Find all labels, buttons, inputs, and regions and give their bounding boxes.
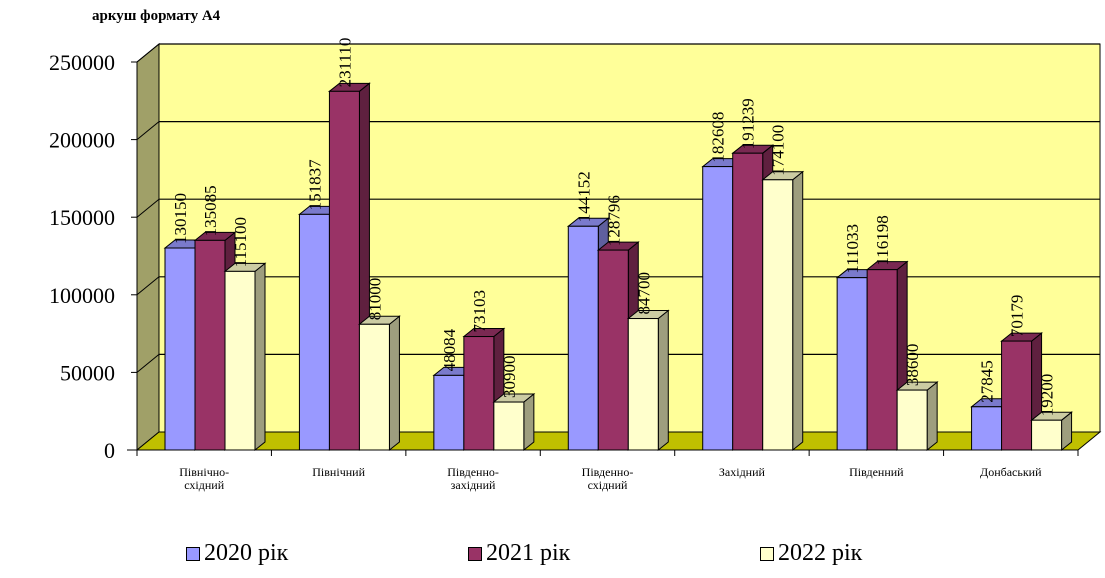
data-label: 115100 bbox=[231, 217, 250, 267]
bar-side bbox=[523, 393, 535, 452]
legend-label: 2021 рік bbox=[486, 540, 571, 566]
legend-swatch bbox=[186, 546, 200, 561]
bar bbox=[762, 179, 794, 451]
data-label: 231110 bbox=[335, 38, 354, 88]
bar bbox=[836, 277, 868, 451]
legend-item: 2022 рік bbox=[760, 540, 862, 567]
data-label: 30900 bbox=[500, 356, 519, 399]
data-label: 135085 bbox=[201, 185, 220, 236]
legend-item: 2021 рік bbox=[468, 540, 570, 567]
y-tick-label: 50000 bbox=[60, 360, 115, 385]
y-axis-ticks: 0 50000 100000 150000 200000 250000 bbox=[49, 50, 115, 463]
bar-side bbox=[792, 170, 804, 452]
data-label: 70179 bbox=[1008, 295, 1027, 338]
x-tick-label: Північний bbox=[312, 465, 365, 479]
bar bbox=[896, 389, 928, 451]
chart-title: аркуш формату А4 bbox=[92, 8, 221, 24]
data-label: 144152 bbox=[574, 171, 593, 222]
legend-swatch bbox=[760, 546, 774, 561]
bar bbox=[1001, 340, 1033, 451]
data-label: 128796 bbox=[604, 195, 623, 246]
bar bbox=[463, 336, 495, 451]
legend-label: 2022 рік bbox=[778, 540, 863, 566]
bar bbox=[597, 249, 629, 451]
y-tick-label: 0 bbox=[104, 438, 115, 463]
gridline-side bbox=[136, 354, 160, 373]
bar-side bbox=[388, 315, 400, 452]
x-tick-label: Північно- bbox=[179, 465, 229, 479]
bar bbox=[567, 225, 599, 451]
gridline-side bbox=[136, 198, 160, 218]
x-axis-ticks: Північно-східний Північний Південно-західн… bbox=[179, 465, 1042, 492]
y-tick-label: 250000 bbox=[49, 50, 115, 75]
legend-swatch bbox=[468, 546, 482, 561]
data-label: 116198 bbox=[873, 215, 892, 265]
chart-plot: 130150 135085 115100 151837 231110 81000 48084… bbox=[49, 38, 1102, 492]
bar bbox=[433, 374, 465, 451]
x-tick-label: Донбаський bbox=[980, 465, 1042, 479]
data-label: 38600 bbox=[903, 344, 922, 387]
data-label: 130150 bbox=[171, 193, 190, 244]
data-label: 84700 bbox=[634, 272, 653, 315]
data-label: 191239 bbox=[739, 98, 758, 149]
chart-legend: 2020 рік 2021 рік 2022 рік bbox=[0, 540, 1105, 576]
bar bbox=[493, 401, 525, 451]
bar bbox=[866, 269, 898, 451]
chart-data-labels: 130150 135085 115100 151837 231110 81000 48084… bbox=[171, 38, 1057, 417]
bar bbox=[164, 247, 196, 451]
bar-side bbox=[657, 309, 669, 452]
y-tick-label: 100000 bbox=[49, 283, 115, 308]
bar bbox=[1031, 419, 1063, 451]
bar bbox=[627, 318, 659, 451]
bar bbox=[298, 213, 330, 451]
data-label: 111033 bbox=[843, 224, 862, 274]
x-tick-label: західний bbox=[451, 478, 496, 492]
legend-label: 2020 рік bbox=[204, 540, 289, 566]
data-label: 174100 bbox=[769, 125, 788, 176]
data-label: 182608 bbox=[709, 112, 728, 163]
gridline-side bbox=[136, 276, 160, 296]
legend-item: 2020 рік bbox=[186, 540, 288, 567]
bar bbox=[194, 239, 226, 451]
bar bbox=[732, 152, 764, 451]
bar-side bbox=[254, 262, 266, 452]
x-tick-label: Західний bbox=[719, 465, 766, 479]
bar bbox=[702, 166, 734, 451]
chart-bars bbox=[163, 82, 1073, 452]
bar bbox=[971, 406, 1003, 451]
x-tick-label: східний bbox=[184, 478, 224, 492]
x-tick-label: Південний bbox=[849, 465, 904, 479]
bar bbox=[328, 90, 360, 451]
side-wall bbox=[136, 42, 160, 452]
data-label: 73103 bbox=[470, 290, 489, 333]
x-tick-label: Південно- bbox=[447, 465, 499, 479]
data-label: 27845 bbox=[978, 360, 997, 403]
data-label: 151837 bbox=[305, 159, 324, 211]
bar bbox=[224, 270, 256, 451]
bar-side bbox=[926, 381, 938, 452]
x-tick-label: східний bbox=[588, 478, 628, 492]
x-tick-label: Південно- bbox=[582, 465, 634, 479]
data-label: 48084 bbox=[440, 328, 459, 371]
y-tick-label: 200000 bbox=[49, 128, 115, 153]
gridline-side bbox=[136, 121, 160, 140]
bar bbox=[358, 323, 390, 451]
data-label: 19200 bbox=[1038, 374, 1057, 417]
gridline-side bbox=[136, 43, 160, 63]
data-label: 81000 bbox=[365, 278, 384, 321]
y-tick-label: 150000 bbox=[49, 205, 115, 230]
